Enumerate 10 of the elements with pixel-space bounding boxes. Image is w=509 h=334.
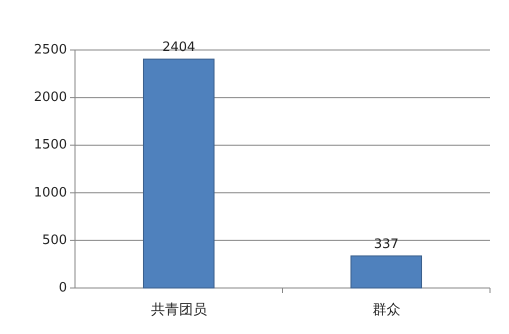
data-label: 337 <box>374 236 399 252</box>
y-tick-label: 500 <box>42 232 67 248</box>
y-tick-label: 2000 <box>34 90 67 106</box>
data-label: 2404 <box>162 40 196 56</box>
y-tick-label: 0 <box>58 280 67 296</box>
x-tick-label: 共青团员 <box>150 302 207 318</box>
x-tick-label: 群众 <box>372 302 400 318</box>
y-tick-label: 1500 <box>34 138 67 153</box>
y-tick-label: 1000 <box>34 185 67 200</box>
y-tick-label: 2500 <box>34 42 67 58</box>
